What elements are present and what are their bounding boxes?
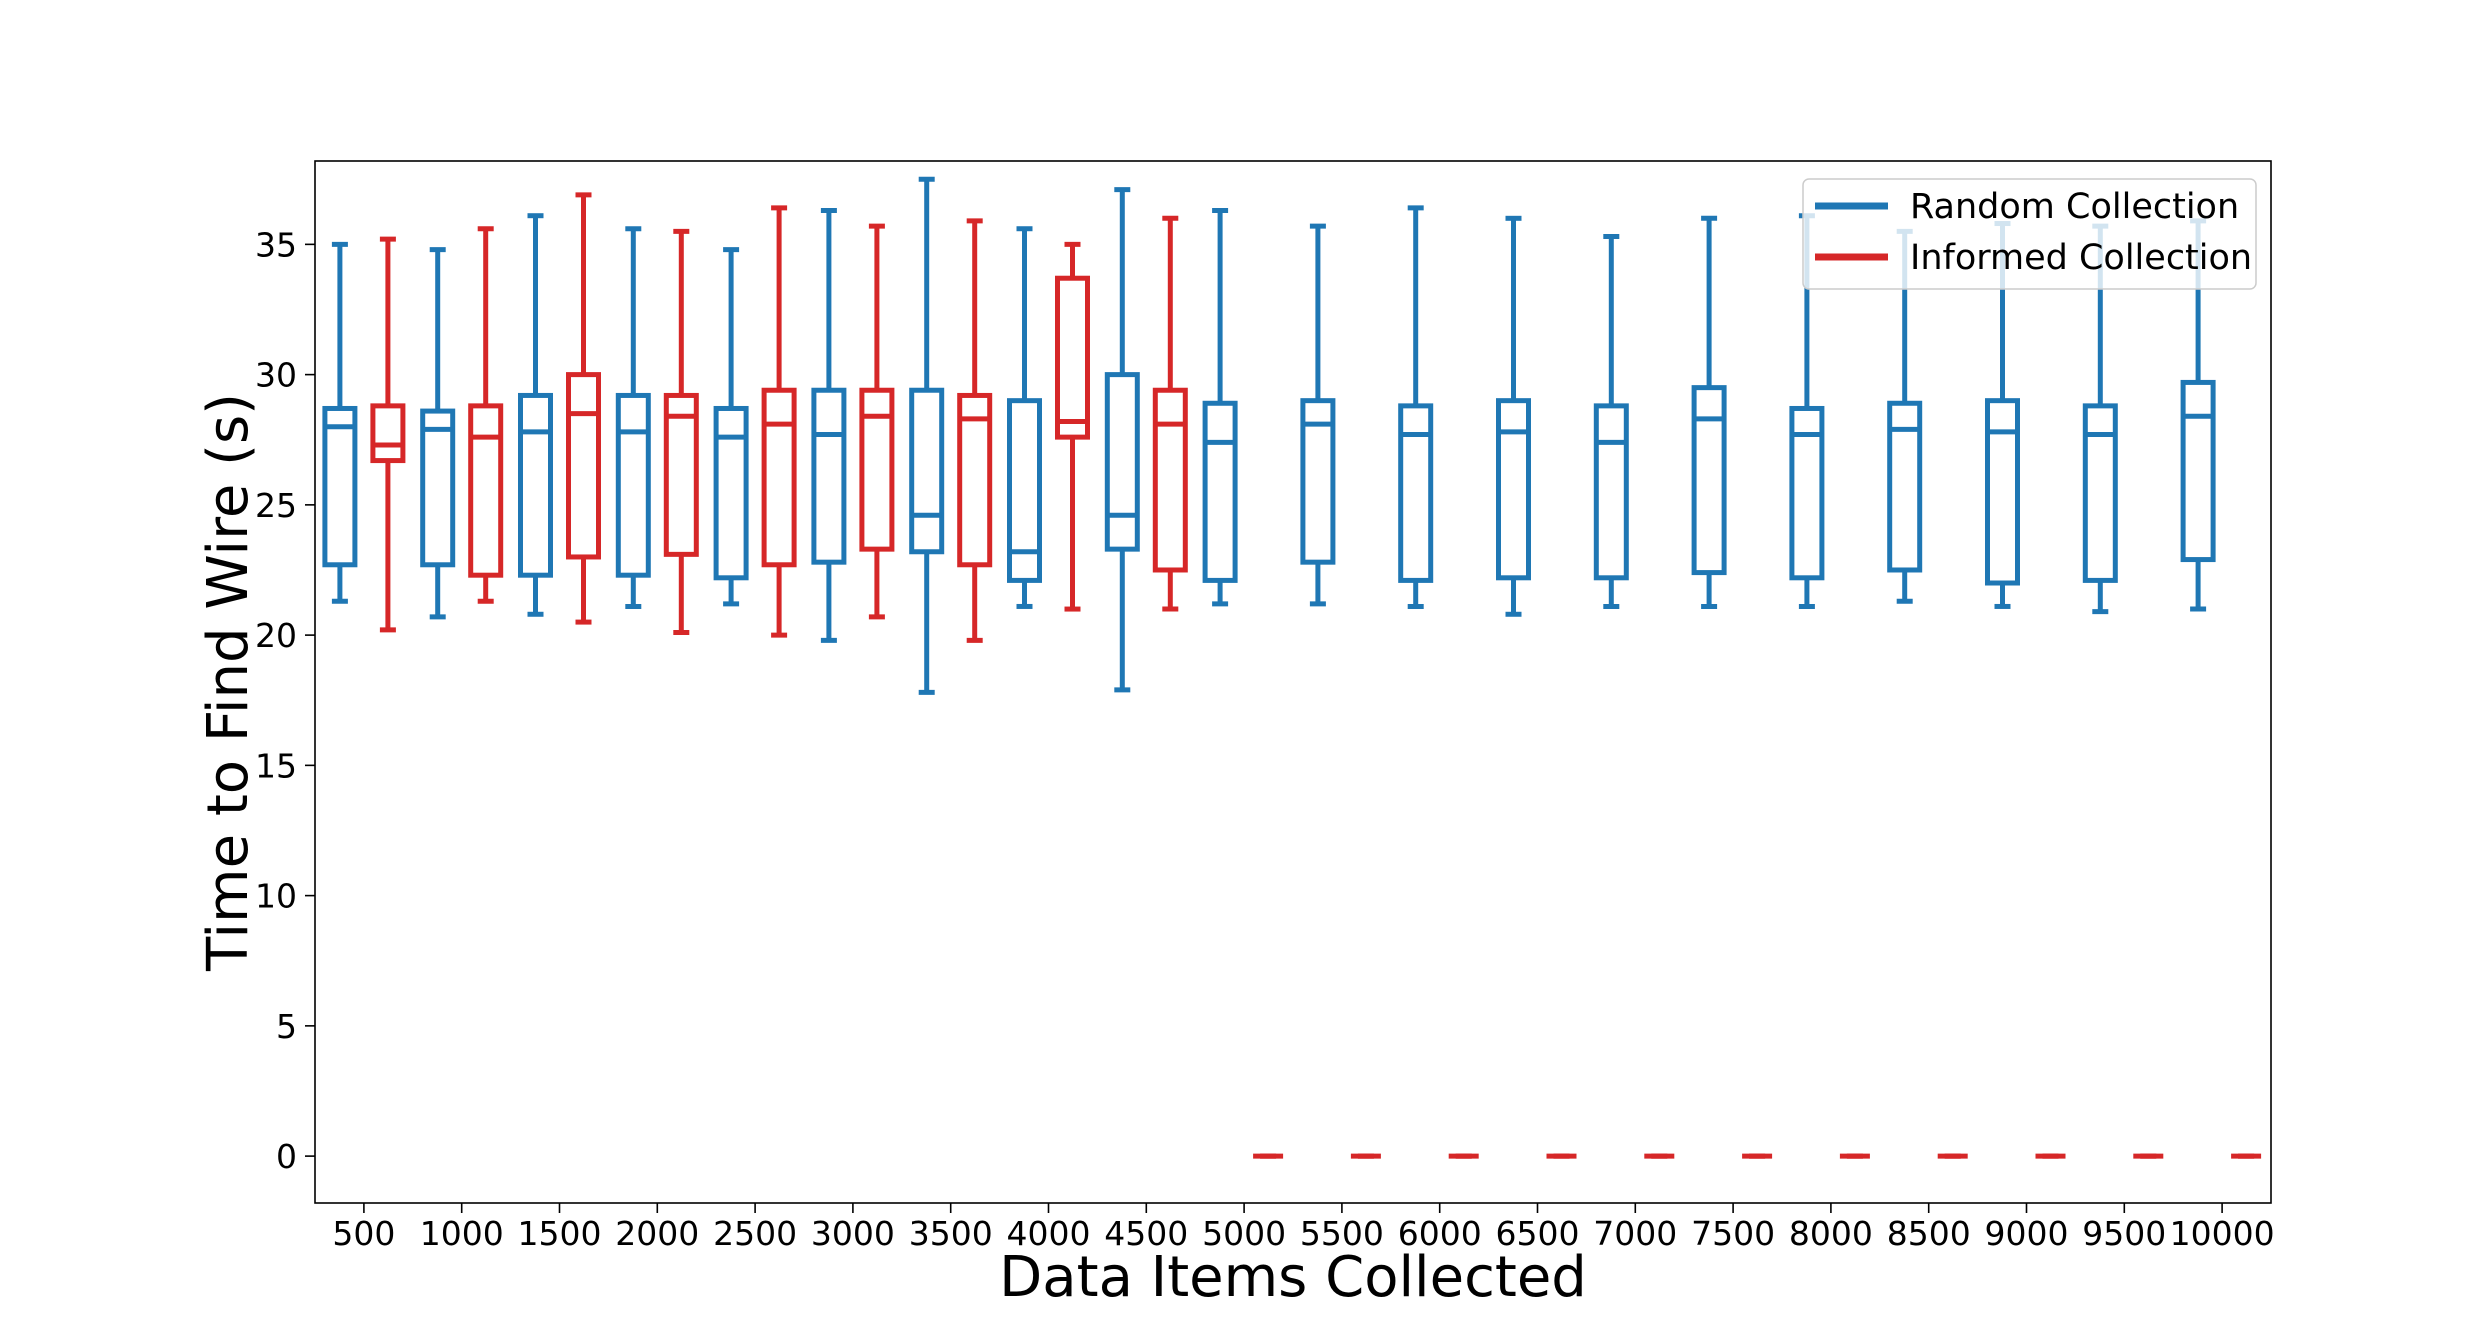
x-axis-label: Data Items Collected — [999, 1245, 1587, 1310]
box-iqr — [859, 387, 895, 552]
x-tick-label: 5000 — [1202, 1214, 1286, 1253]
y-tick-label: 20 — [255, 616, 297, 655]
box-iqr — [420, 408, 456, 568]
box-random-500 — [322, 241, 358, 604]
box-informed-500 — [370, 236, 406, 633]
legend: Random Collection Informed Collection — [1802, 178, 2257, 290]
box-iqr — [1300, 398, 1336, 565]
x-tick-label: 3000 — [811, 1214, 895, 1253]
x-tick-label: 9000 — [1985, 1214, 2069, 1253]
x-axis: 500 1000 1500 2000 2500 3000 3500 4000 4500 5000 5… — [332, 1203, 2275, 1253]
box-iqr — [663, 392, 699, 557]
box-informed-1000 — [468, 226, 504, 604]
y-tick-label: 35 — [255, 225, 297, 264]
box-iqr — [811, 387, 847, 565]
box-random-6500 — [1496, 215, 1531, 617]
y-tick-label: 0 — [276, 1137, 297, 1176]
box-iqr — [1104, 372, 1140, 552]
box-iqr — [909, 387, 945, 555]
plot-area-frame — [314, 160, 2272, 1204]
box-iqr — [1007, 398, 1042, 583]
box-informed-3500 — [957, 218, 993, 643]
box-iqr — [468, 403, 504, 578]
y-tick-label: 25 — [255, 486, 297, 525]
x-tick-label: 2000 — [615, 1214, 699, 1253]
legend-frame — [1802, 178, 2257, 290]
box-iqr — [761, 387, 797, 568]
box-random-7000 — [1593, 234, 1629, 609]
x-tick-label: 10000 — [2170, 1214, 2275, 1253]
y-tick-label: 30 — [255, 356, 297, 395]
y-axis-label: Time to Find Wire (s) — [196, 393, 261, 972]
x-tick-label: 8000 — [1789, 1214, 1873, 1253]
box-iqr — [2180, 379, 2216, 563]
box-informed-2500 — [761, 205, 797, 638]
box-random-5500 — [1300, 223, 1336, 607]
x-tick-label: 2500 — [713, 1214, 797, 1253]
box-iqr — [1593, 403, 1629, 581]
box-iqr — [713, 405, 749, 581]
box-random-3000 — [811, 207, 847, 643]
y-axis: 0 5 10 15 20 25 30 35 — [255, 225, 315, 1176]
box-informed-2000 — [663, 228, 699, 636]
box-iqr — [1055, 275, 1090, 440]
box-iqr — [322, 405, 358, 568]
box-iqr — [1152, 387, 1188, 573]
x-tick-label: 5500 — [1300, 1214, 1384, 1253]
x-tick-label: 7000 — [1593, 1214, 1677, 1253]
box-random-3500 — [909, 176, 945, 695]
box-random-2500 — [713, 247, 749, 607]
x-tick-label: 6000 — [1398, 1214, 1482, 1253]
box-iqr — [957, 392, 993, 568]
y-tick-label: 15 — [255, 746, 297, 785]
box-iqr — [566, 372, 601, 560]
box-iqr — [1691, 385, 1727, 576]
box-random-4000 — [1007, 226, 1042, 609]
box-random-4500 — [1104, 187, 1140, 693]
x-tick-label: 1000 — [420, 1214, 504, 1253]
box-random-1000 — [420, 247, 456, 620]
box-iqr — [1202, 400, 1238, 583]
legend-label-informed: Informed Collection — [1910, 238, 2252, 278]
plot-marks — [322, 176, 2262, 1159]
x-tick-label: 1500 — [518, 1214, 602, 1253]
box-iqr — [1398, 403, 1434, 583]
box-random-6000 — [1398, 205, 1434, 609]
box-iqr — [1789, 405, 1825, 581]
x-tick-label: 7500 — [1691, 1214, 1775, 1253]
x-tick-label: 4500 — [1104, 1214, 1188, 1253]
box-informed-3000 — [859, 223, 895, 620]
box-informed-4000 — [1055, 241, 1090, 612]
box-random-7500 — [1691, 215, 1727, 609]
box-informed-1500 — [566, 192, 601, 625]
box-iqr — [518, 392, 553, 578]
box-iqr — [1985, 398, 2020, 586]
y-tick-label: 10 — [255, 877, 297, 916]
x-tick-label: 6500 — [1496, 1214, 1580, 1253]
x-tick-label: 500 — [332, 1214, 395, 1253]
x-tick-label: 9500 — [2082, 1214, 2166, 1253]
box-iqr — [1496, 398, 1531, 581]
box-iqr — [615, 392, 651, 578]
box-informed-4500 — [1152, 215, 1188, 612]
box-random-8000 — [1789, 213, 1825, 609]
box-random-5000 — [1202, 207, 1238, 607]
y-tick-label: 5 — [276, 1007, 297, 1046]
x-tick-label: 4000 — [1007, 1214, 1091, 1253]
box-random-1500 — [518, 213, 553, 617]
box-random-2000 — [615, 226, 651, 609]
x-tick-label: 8500 — [1887, 1214, 1971, 1253]
legend-label-random: Random Collection — [1910, 187, 2239, 227]
box-iqr — [370, 403, 406, 464]
box-iqr — [1887, 400, 1923, 573]
box-iqr — [2082, 403, 2118, 583]
x-tick-label: 3500 — [909, 1214, 993, 1253]
